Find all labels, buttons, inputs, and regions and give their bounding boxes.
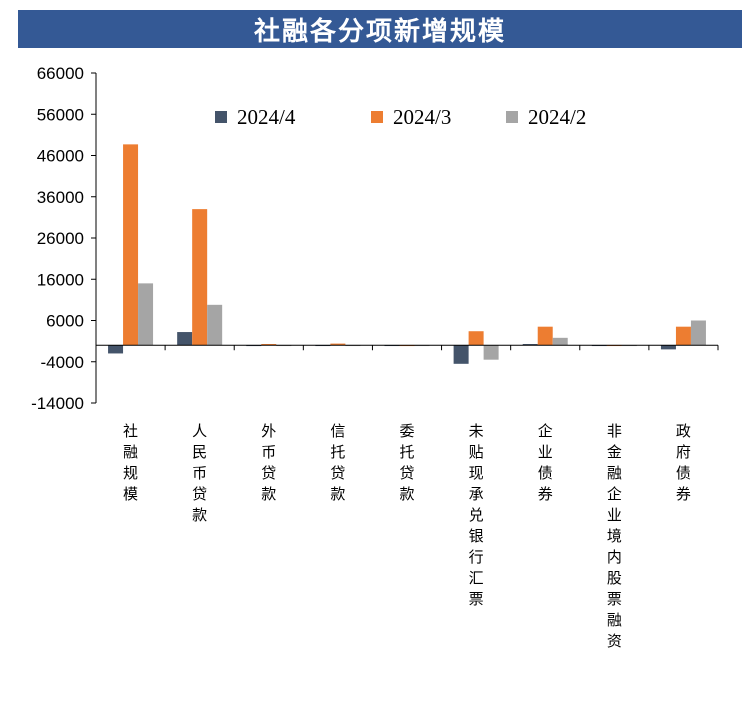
y-tick-label: 56000 bbox=[37, 105, 84, 124]
bar-2024-4-5 bbox=[453, 345, 469, 364]
category-label-5: 未贴现承兑银行汇票 bbox=[469, 422, 484, 608]
y-tick-label: 46000 bbox=[37, 147, 84, 166]
category-label-4: 委托贷款 bbox=[399, 422, 414, 503]
category-label-6: 企业债券 bbox=[538, 422, 553, 503]
bar-2024-2-6 bbox=[552, 337, 568, 346]
bar-2024-3-8 bbox=[675, 326, 691, 346]
bar-2024-2-5 bbox=[483, 345, 499, 360]
legend-swatch-1 bbox=[371, 111, 383, 123]
category-label-8: 政府债券 bbox=[676, 422, 691, 503]
y-tick-label: 16000 bbox=[37, 270, 84, 289]
bar-2024-4-1 bbox=[177, 332, 193, 346]
x-axis bbox=[95, 344, 719, 351]
bar-2024-4-8 bbox=[660, 345, 676, 350]
bar-2024-4-0 bbox=[108, 345, 124, 354]
legend: 2024/4 2024/3 2024/2 bbox=[215, 105, 586, 129]
bar-2024-3-5 bbox=[468, 331, 484, 346]
bar-2024-2-8 bbox=[690, 320, 706, 346]
title-bar: 社融各分项新增规模 bbox=[18, 10, 742, 48]
bar-2024-4-6 bbox=[522, 344, 538, 346]
category-label-2: 外币贷款 bbox=[261, 422, 276, 503]
y-tick-label: 66000 bbox=[37, 64, 84, 83]
bars bbox=[108, 144, 706, 364]
bar-2024-3-1 bbox=[192, 209, 208, 346]
y-tick-label: -14000 bbox=[31, 394, 84, 413]
bar-2024-3-0 bbox=[123, 144, 139, 346]
chart-title: 社融各分项新增规模 bbox=[253, 16, 506, 47]
legend-label-2: 2024/2 bbox=[528, 105, 586, 129]
legend-swatch-0 bbox=[215, 111, 227, 123]
category-labels: 社融规模 人民币贷款 外币贷款 信托贷款 委托贷款 未贴现承兑银行汇票 企业债券 非金融企业境… bbox=[123, 422, 691, 650]
bar-2024-2-0 bbox=[138, 283, 154, 346]
category-label-3: 信托贷款 bbox=[330, 422, 345, 503]
y-tick-label: 26000 bbox=[37, 229, 84, 248]
category-label-1: 人民币贷款 bbox=[192, 422, 207, 524]
y-tick-label: 36000 bbox=[37, 188, 84, 207]
bar-2024-3-6 bbox=[537, 326, 553, 346]
legend-label-1: 2024/3 bbox=[393, 105, 451, 129]
legend-label-0: 2024/4 bbox=[237, 105, 296, 129]
y-tick-label: -4000 bbox=[41, 353, 84, 372]
bar-2024-3-3 bbox=[330, 343, 346, 346]
category-label-7: 非金融企业境内股票融资 bbox=[607, 422, 622, 650]
category-label-0: 社融规模 bbox=[123, 422, 138, 503]
y-tick-label: 6000 bbox=[46, 312, 84, 331]
bar-2024-3-2 bbox=[261, 344, 277, 346]
legend-swatch-2 bbox=[506, 111, 518, 123]
y-axis: 66000 56000 46000 36000 26000 16000 6000 -4000 -… bbox=[31, 64, 97, 413]
bar-2024-2-1 bbox=[207, 304, 223, 346]
